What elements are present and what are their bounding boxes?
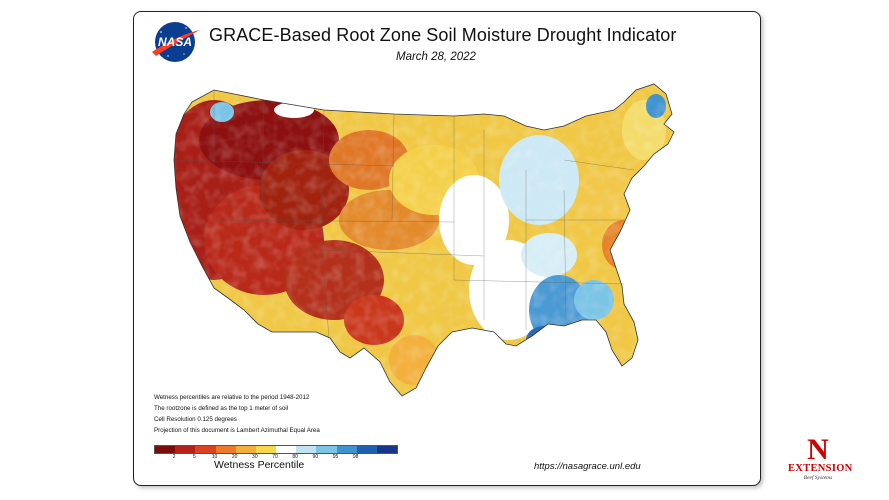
legend-swatch-4 <box>235 446 256 453</box>
legend-title: Wetness Percentile <box>214 459 305 471</box>
legend-swatch-3 <box>215 446 236 453</box>
legend-swatch-11 <box>376 446 398 453</box>
legend-tick-2: 2 <box>172 454 176 460</box>
legend-tick-98: 98 <box>352 454 359 460</box>
legend-tick-95: 95 <box>332 454 339 460</box>
note-resolution: Cell Resolution 0.125 degrees <box>154 416 237 423</box>
nasa-logo: NASA <box>152 22 200 62</box>
legend-tick-80: 80 <box>292 454 298 460</box>
note-rootzone: The rootzone is defined as the top 1 met… <box>154 405 289 412</box>
map-card: NASA GRACE-Based Root Zone Soil Moisture… <box>133 11 761 486</box>
nasa-logo-text: NASA <box>158 35 192 49</box>
legend-tick-30: 30 <box>252 454 258 460</box>
source-url: https://nasagrace.unl.edu <box>534 461 641 472</box>
legend-tick-90: 90 <box>312 454 319 460</box>
legend-color-bar <box>154 445 398 454</box>
legend-tick-70: 70 <box>272 454 278 460</box>
legend-swatch-6 <box>276 446 297 453</box>
legend-swatch-10 <box>356 446 377 453</box>
note-period: Wetness percentiles are relative to the … <box>154 394 310 401</box>
extension-logo-sub: Beef Systems <box>803 475 833 481</box>
legend-swatch-2 <box>195 446 216 453</box>
legend-swatch-5 <box>255 446 277 453</box>
us-drought-map <box>173 83 675 397</box>
legend-swatch-7 <box>296 446 317 453</box>
note-projection: Projection of this document is Lambert A… <box>154 427 320 434</box>
map-notes: Wetness percentiles are relative to the … <box>154 392 320 436</box>
legend-swatch-0 <box>155 446 176 453</box>
legend-tick-5: 5 <box>192 454 196 460</box>
extension-logo: N EXTENSION Beef Systems <box>788 433 853 495</box>
legend-tick-10: 10 <box>211 454 218 460</box>
extension-logo-letter: N <box>807 433 829 466</box>
wetness-legend: 2 5 10 20 30 70 80 90 95 98 Wetness Percentile <box>154 445 399 481</box>
legend-ticks: 2 5 10 20 30 70 80 90 95 98 <box>154 454 396 462</box>
legend-tick-20: 20 <box>231 454 238 460</box>
legend-swatch-8 <box>316 446 337 453</box>
map-date: March 28, 2022 <box>396 51 476 63</box>
extension-logo-word: EXTENSION <box>788 463 853 474</box>
legend-swatch-9 <box>336 446 357 453</box>
legend-swatch-1 <box>175 446 196 453</box>
map-title: GRACE-Based Root Zone Soil Moisture Drou… <box>209 25 677 45</box>
